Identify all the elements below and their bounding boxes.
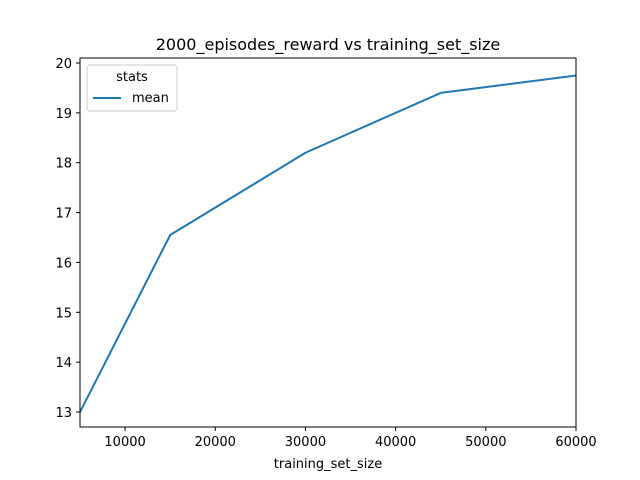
- legend-label-mean: mean: [132, 91, 169, 106]
- x-tick-label-50000: 50000: [465, 435, 506, 450]
- series-line-mean: [80, 74, 576, 414]
- y-tick-label-20: 20: [55, 57, 72, 72]
- x-tick-label-40000: 40000: [375, 435, 416, 450]
- y-tick-label-19: 19: [55, 107, 72, 122]
- x-tick-label-20000: 20000: [195, 435, 236, 450]
- legend: stats mean: [86, 64, 178, 112]
- x-axis-label: training_set_size: [274, 457, 382, 472]
- y-tick-label-14: 14: [55, 356, 72, 371]
- y-tick-label-18: 18: [55, 157, 72, 172]
- legend-title: stats: [116, 70, 148, 85]
- legend-frame: [86, 64, 178, 112]
- x-tick-label-30000: 30000: [285, 435, 326, 450]
- y-tick-label-16: 16: [55, 256, 72, 271]
- y-tick-label-17: 17: [55, 207, 72, 222]
- x-tick-label-60000: 60000: [555, 435, 596, 450]
- plot-area: 10000 20000 30000 40000 50000 60000 13 14 15 16 17…: [55, 57, 596, 450]
- chart-title: 2000_episodes_reward vs training_set_siz…: [156, 35, 500, 55]
- y-tick-label-15: 15: [55, 306, 72, 321]
- x-tick-label-10000: 10000: [104, 435, 145, 450]
- y-tick-label-13: 13: [55, 406, 72, 421]
- axes-frame: [79, 57, 577, 428]
